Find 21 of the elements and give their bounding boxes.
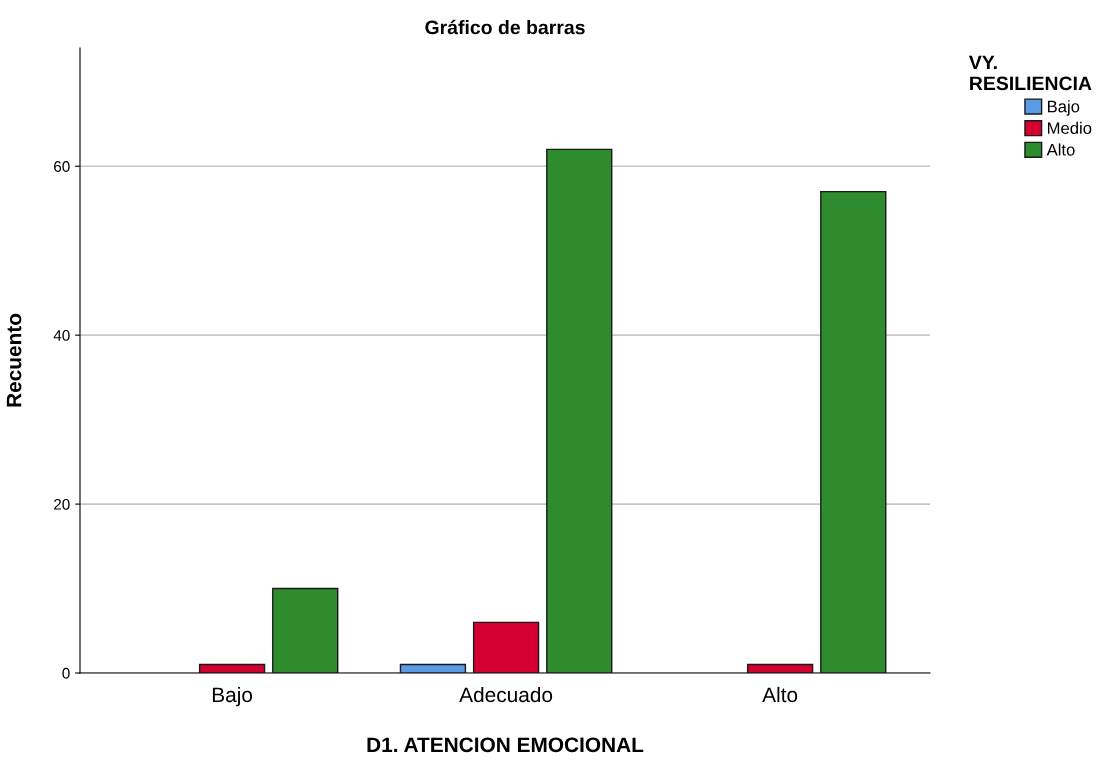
bar	[546, 148, 613, 673]
y-tick-label: 0	[62, 667, 70, 679]
x-tick-label: Bajo	[212, 686, 253, 707]
legend-title: VY. RESILIENCIA	[968, 55, 1092, 91]
bar	[746, 663, 814, 673]
legend-label: Bajo	[1047, 100, 1080, 116]
chart-title: Gráfico de barras	[425, 19, 585, 35]
bar	[272, 587, 339, 673]
bar	[399, 663, 467, 673]
y-tick-label: 20	[54, 498, 70, 510]
x-tick-label: Adecuado	[459, 686, 553, 703]
y-tick-label: 60	[54, 161, 70, 172]
y-axis-title: Recuento	[6, 313, 22, 407]
bar	[198, 663, 266, 673]
legend-label: Medio	[1047, 121, 1092, 135]
x-tick-label: Alto	[762, 686, 798, 703]
y-tick-label: 40	[53, 330, 70, 341]
bar	[820, 190, 887, 673]
x-axis-title: D1. ATENCION EMOCIONAL	[367, 737, 644, 753]
bar	[472, 621, 540, 673]
legend-label: Alto	[1046, 143, 1075, 156]
